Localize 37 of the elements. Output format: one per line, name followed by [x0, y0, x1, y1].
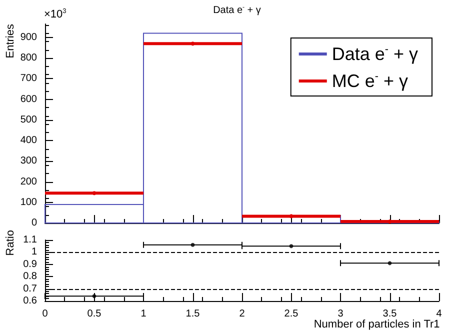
y-tick-label: 900: [20, 32, 38, 43]
x-tick-label: 1.5: [186, 308, 200, 320]
point: [289, 214, 294, 218]
y-tick-label: 500: [20, 114, 38, 126]
x-tick-label: 2.5: [284, 308, 299, 320]
y-tick-label: 0: [31, 218, 38, 228]
x-tick-label: 3.5: [382, 308, 398, 320]
y-tick-label: 0.8: [23, 271, 38, 282]
y-tick-label: 700: [20, 73, 38, 84]
y-tick-label: 1: [31, 246, 38, 258]
point: [92, 294, 96, 298]
y-tick-label: 800: [20, 52, 38, 64]
point: [190, 242, 195, 247]
y-tick-label: 1.1: [23, 234, 38, 246]
x-tick-label: 1: [140, 308, 147, 320]
point: [92, 191, 96, 196]
y-tick-label: 0.7: [23, 283, 38, 294]
point: [289, 244, 294, 248]
y-axis-title: Ratio: [4, 230, 16, 256]
legend-label: Data e- + γ: [332, 44, 418, 64]
y-tick-label: 400: [20, 135, 38, 146]
y-tick-label: 200: [20, 176, 38, 188]
y-tick-label: 100: [20, 196, 38, 208]
x-tick-label: 0: [42, 308, 48, 320]
x-axis-title: Number of particles in Tr1: [314, 318, 440, 330]
point: [190, 42, 195, 46]
x-tick-label: 0.5: [87, 308, 102, 320]
x-tick-label: 3: [338, 308, 344, 320]
y-tick-label: 0.9: [23, 258, 38, 270]
legend-label: MC e- + γ: [332, 70, 408, 91]
y-axis-title: Entries: [4, 24, 16, 58]
x-tick-label: 2: [239, 308, 246, 320]
y-tick-label: 0.6: [23, 296, 38, 306]
x-tick-label: 4: [436, 308, 442, 320]
point: [388, 261, 392, 266]
y-tick-label: 300: [20, 156, 38, 167]
y-tick-label: 600: [20, 94, 38, 105]
